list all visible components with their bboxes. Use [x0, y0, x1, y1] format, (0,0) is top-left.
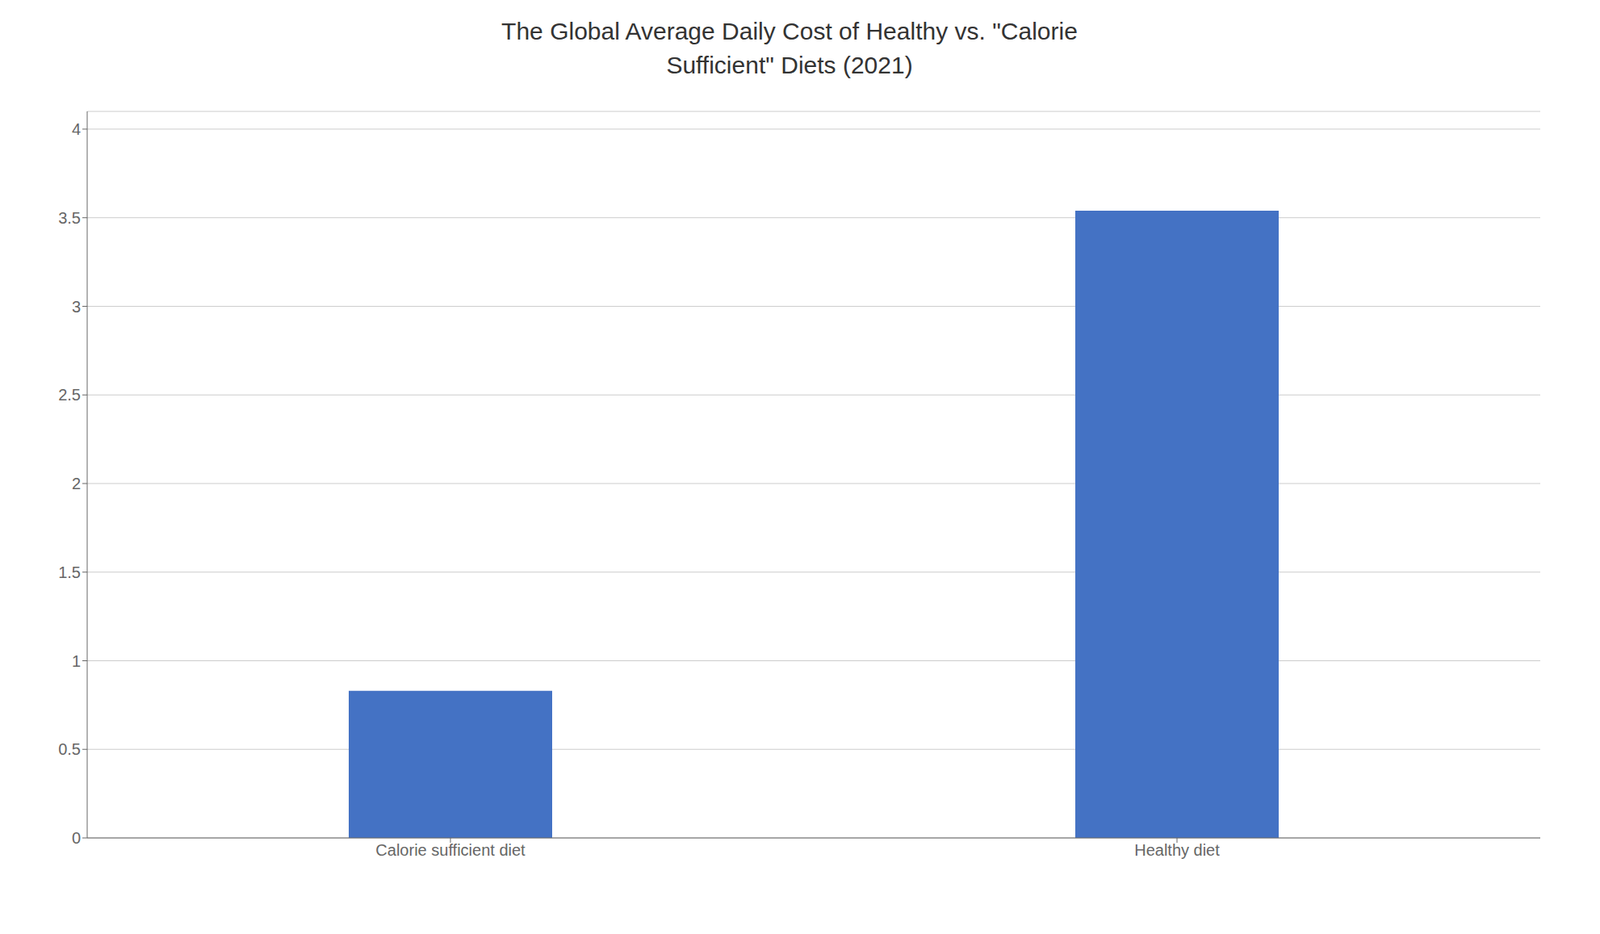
html-text:The Global Average Daily Cost: The Global Average Daily Cost of Healthy… — [501, 17, 1078, 45]
svg-text:3.5: 3.5 — [58, 209, 81, 227]
svg-text:4: 4 — [71, 120, 81, 139]
svg-text:2.5: 2.5 — [58, 385, 81, 404]
svg-text:0.5: 0.5 — [58, 740, 81, 759]
html-text:Sufficient" Diets (2021): Sufficient" Diets (2021) — [666, 51, 913, 79]
svg-text:Healthy diet: Healthy diet — [1134, 841, 1220, 859]
svg-text:0: 0 — [71, 829, 81, 847]
svg-text:3: 3 — [71, 297, 81, 316]
svg-text:1.5: 1.5 — [58, 563, 81, 582]
svg-text:2: 2 — [71, 474, 81, 493]
svg-text:Calorie sufficient diet: Calorie sufficient diet — [375, 841, 526, 859]
svg-text:1: 1 — [71, 652, 81, 671]
